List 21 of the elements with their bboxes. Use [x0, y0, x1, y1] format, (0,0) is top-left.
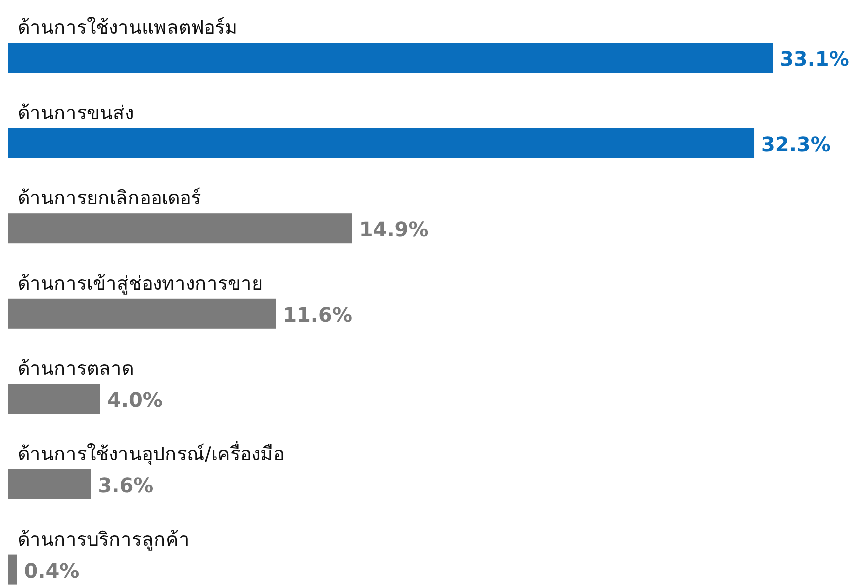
bar: [8, 470, 92, 500]
data-label: 11.6%: [283, 302, 352, 327]
y-tick-label: ด้านการใช้งานแพลตฟอร์ม: [18, 17, 238, 39]
y-tick-label: ด้านการขนส่ง: [18, 102, 134, 124]
y-tick-label: ด้านการบริการลูกค้า: [18, 528, 190, 551]
bar: [8, 384, 100, 414]
y-tick-label: ด้านการเข้าสู่ช่องทางการขาย: [18, 272, 263, 295]
bar: [8, 128, 755, 158]
y-tick-label: ด้านการตลาด: [18, 358, 134, 380]
data-label: 4.0%: [107, 388, 163, 412]
bar: [8, 43, 773, 73]
y-tick-label: ด้านการยกเลิกออเดอร์: [18, 188, 201, 210]
bar: [8, 298, 276, 329]
y-tick-label: ด้านการใช้งานอุปกรณ์/เครื่องมือ: [18, 440, 284, 466]
data-label: 32.3%: [762, 132, 831, 156]
data-label: 3.6%: [98, 474, 154, 498]
bar: [8, 214, 352, 244]
data-label: 14.9%: [359, 218, 429, 242]
bar: [8, 554, 18, 585]
data-label: 0.4%: [24, 558, 80, 583]
data-label: 33.1%: [780, 47, 850, 71]
